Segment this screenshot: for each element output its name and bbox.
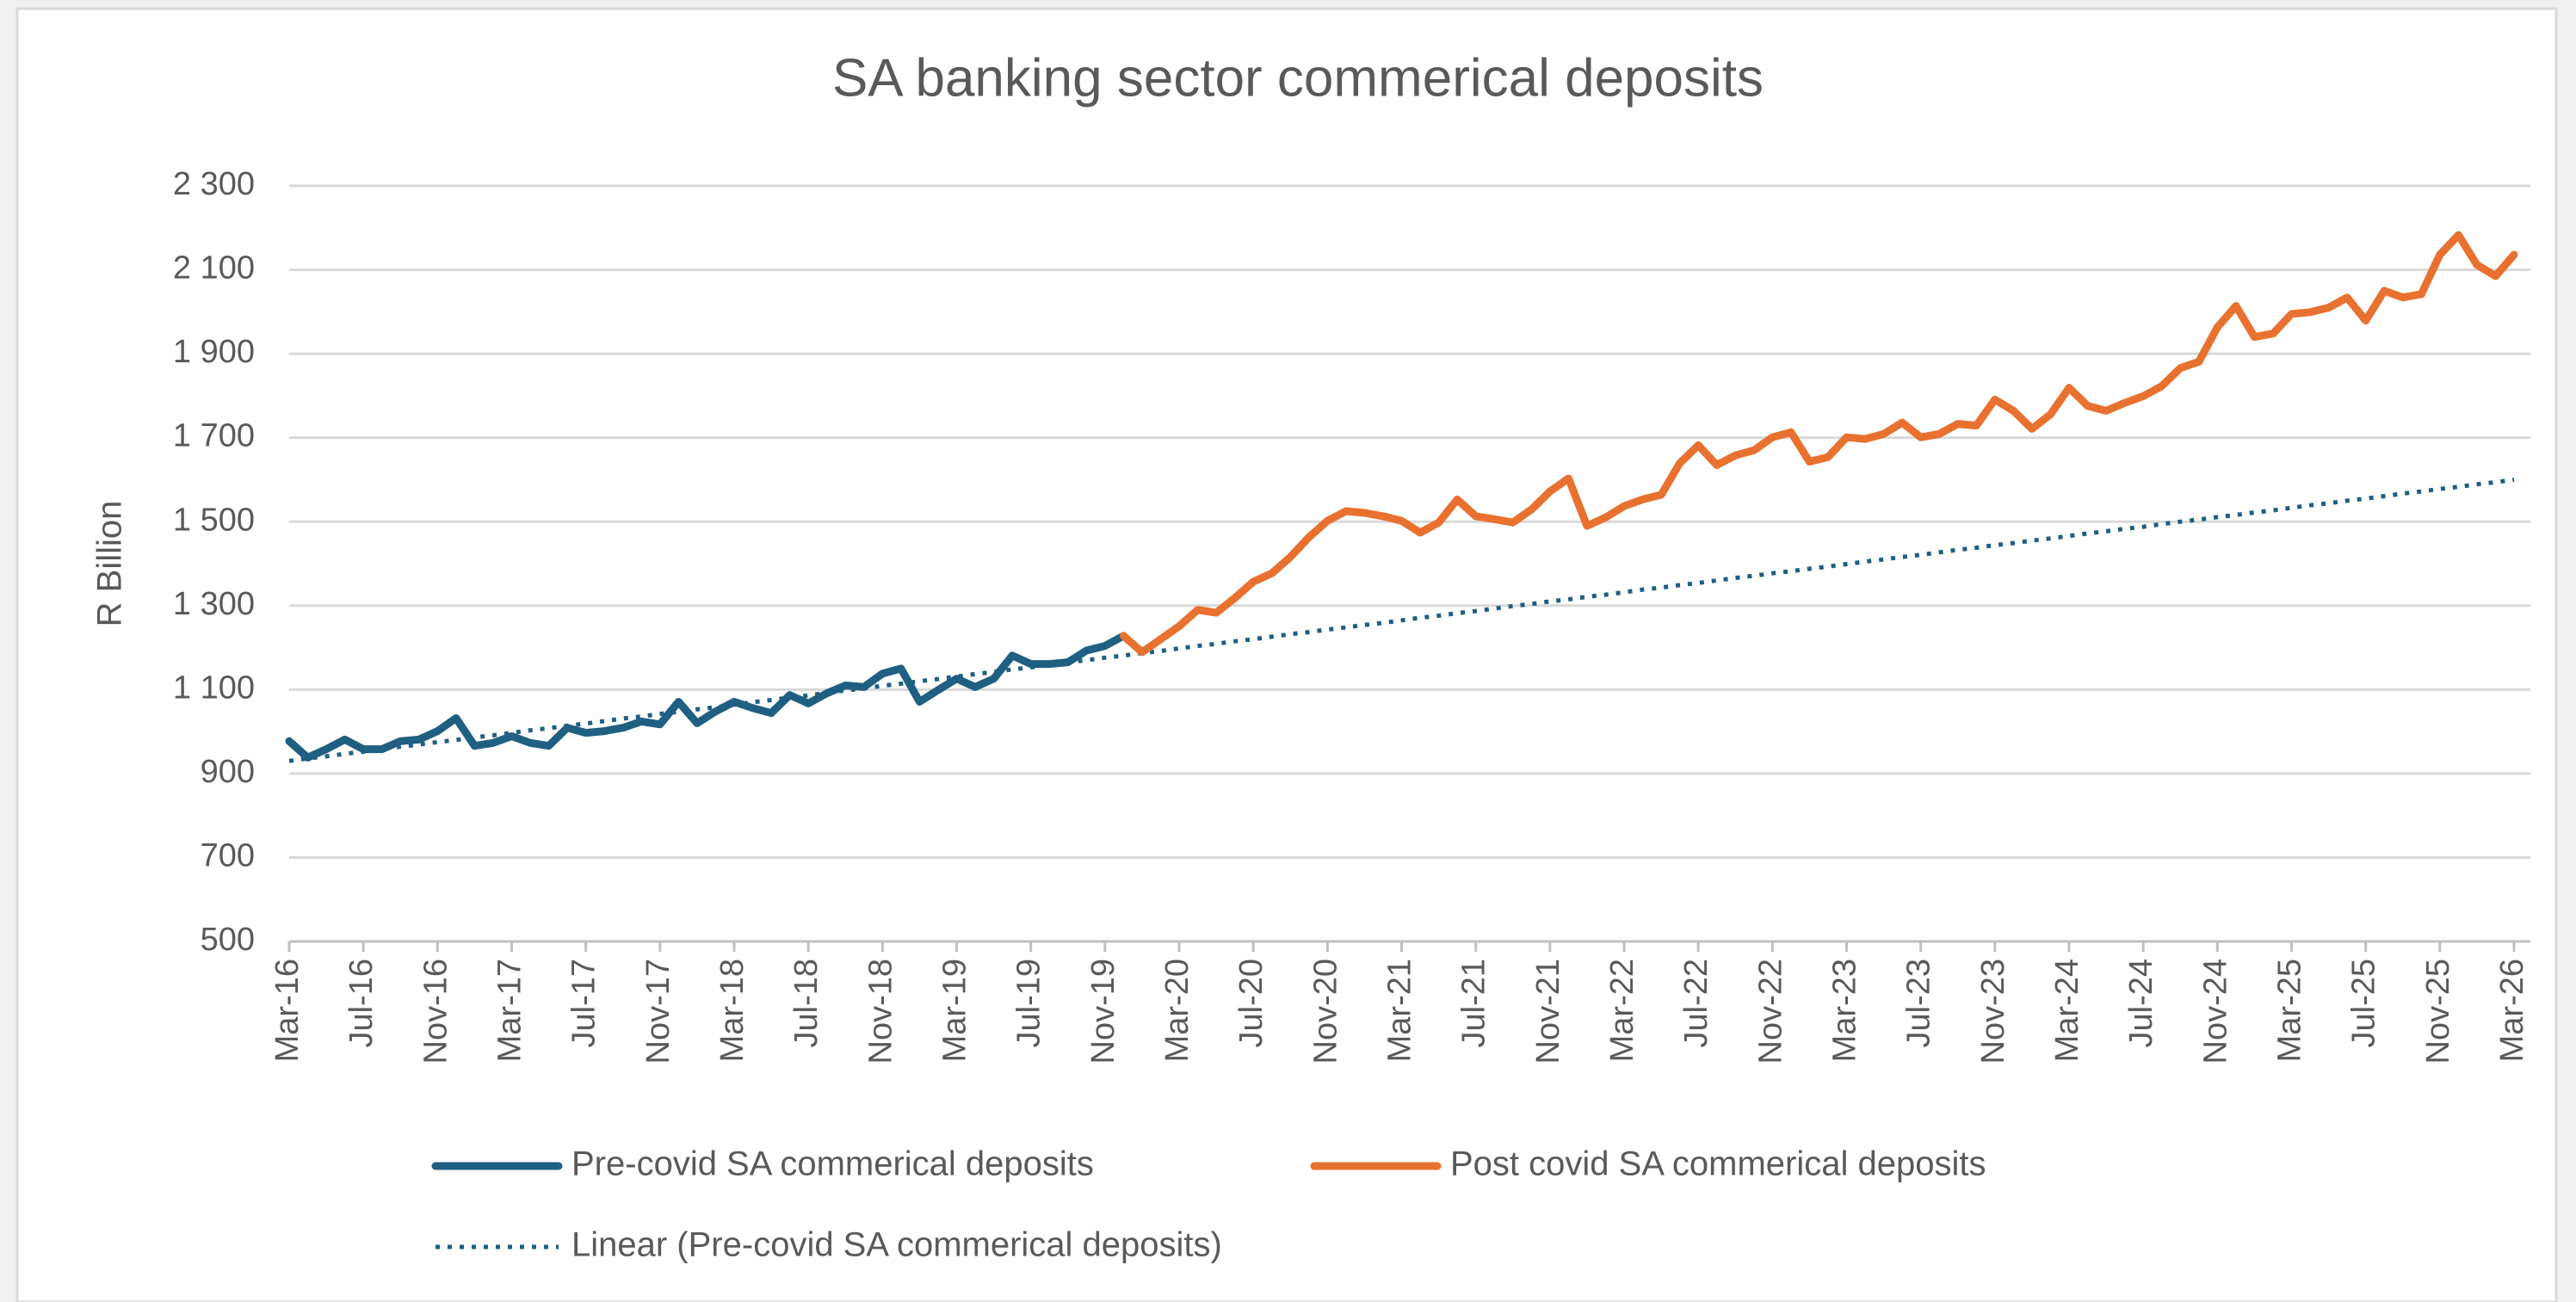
x-tick-label: Nov-23: [1975, 959, 2011, 1064]
x-tick-label: Nov-17: [640, 959, 676, 1064]
x-tick-label: Nov-25: [2420, 959, 2456, 1064]
legend-label: Linear (Pre-covid SA commerical deposits…: [571, 1226, 1222, 1264]
x-tick-label: Jul-19: [1011, 959, 1047, 1048]
x-tick-label: Jul-25: [2346, 959, 2382, 1048]
x-tick-label: Jul-22: [1678, 959, 1714, 1048]
x-tick-label: Mar-23: [1827, 959, 1863, 1062]
x-tick-label: Mar-21: [1382, 959, 1418, 1062]
y-tick-label: 700: [201, 837, 255, 873]
y-axis-label: R Billion: [91, 501, 129, 627]
x-tick-label: Jul-17: [566, 959, 602, 1048]
x-tick-label: Jul-16: [343, 959, 380, 1048]
y-tick-label: 1 500: [173, 502, 255, 538]
x-tick-label: Jul-24: [2123, 959, 2159, 1048]
x-tick-label: Nov-20: [1307, 959, 1344, 1064]
x-tick-label: Mar-24: [2049, 959, 2085, 1062]
x-tick-label: Mar-19: [937, 959, 973, 1062]
y-tick-label: 1 300: [173, 586, 255, 622]
x-tick-label: Mar-17: [492, 959, 528, 1062]
x-tick-label: Mar-25: [2272, 959, 2308, 1062]
x-tick-label: Jul-18: [788, 959, 825, 1048]
x-tick-label: Mar-16: [269, 959, 306, 1062]
legend-label: Pre-covid SA commerical deposits: [571, 1145, 1094, 1183]
series-line: [1119, 231, 2518, 657]
legend-label: Post covid SA commerical deposits: [1450, 1145, 1986, 1183]
x-tick-label: Nov-22: [1752, 959, 1788, 1064]
x-tick-label: Nov-24: [2197, 959, 2233, 1064]
x-tick-label: Nov-18: [862, 959, 899, 1064]
y-tick-label: 1 900: [173, 334, 255, 370]
series-line: [288, 477, 2515, 763]
series-line: [285, 632, 1127, 762]
x-tick-label: Mar-26: [2494, 959, 2530, 1062]
y-tick-label: 500: [201, 922, 255, 958]
x-tick-label: Jul-20: [1233, 959, 1269, 1048]
x-tick-label: Mar-22: [1604, 959, 1640, 1062]
x-tick-label: Mar-20: [1159, 959, 1195, 1062]
x-tick-label: Jul-21: [1456, 959, 1492, 1048]
chart-area: [15, 7, 2558, 1302]
x-tick-label: Nov-19: [1085, 959, 1121, 1064]
y-tick-label: 2 100: [173, 250, 255, 287]
y-tick-label: 900: [201, 754, 255, 790]
y-tick-label: 1 700: [173, 418, 255, 454]
x-tick-label: Jul-23: [1901, 959, 1937, 1048]
x-tick-label: Nov-21: [1530, 959, 1566, 1064]
y-tick-label: 2 300: [173, 166, 255, 202]
x-tick-label: Nov-16: [417, 959, 454, 1064]
x-tick-label: Mar-18: [714, 959, 751, 1062]
chart-title: SA banking sector commerical deposits: [832, 48, 1764, 108]
y-tick-label: 1 100: [173, 670, 255, 706]
